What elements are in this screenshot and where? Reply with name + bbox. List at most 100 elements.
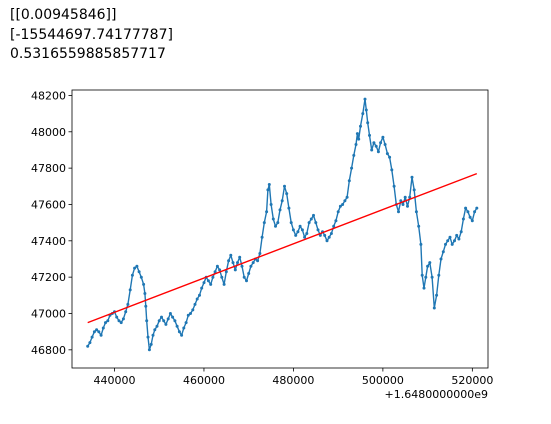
price-data-point (376, 150, 380, 154)
price-data-point (126, 302, 130, 306)
price-data-point (90, 335, 94, 339)
price-data-point (439, 257, 443, 261)
price-data-point (121, 317, 125, 321)
price-data-point (403, 195, 407, 199)
price-data-point (195, 297, 199, 301)
price-data-point (200, 286, 204, 290)
price-data-point (383, 143, 387, 146)
price-data-point (307, 221, 311, 225)
price-data-point (157, 319, 161, 323)
score-line: 0.5316559885857717 (10, 46, 166, 62)
y-tick-label: 48000 (31, 126, 66, 139)
price-data-point (155, 324, 159, 328)
y-tick-label: 48200 (31, 89, 66, 102)
x-offset-label: +1.6480000000e9 (385, 388, 488, 401)
price-data-point (312, 213, 315, 217)
price-data-point (401, 203, 405, 206)
coefficient-line: [[0.00945846]] (10, 7, 117, 23)
price-data-point (334, 219, 338, 223)
price-data-point (352, 153, 356, 157)
price-data-point (385, 152, 389, 156)
y-tick-label: 47400 (31, 235, 66, 248)
price-data-point (247, 272, 251, 275)
price-series-line (87, 98, 478, 351)
price-data-point (424, 275, 428, 279)
price-data-point (475, 206, 479, 210)
price-data-point (381, 135, 385, 139)
price-data-point (135, 264, 139, 268)
price-data-point (446, 239, 450, 243)
price-data-point (316, 228, 320, 232)
price-data-point (366, 121, 370, 125)
price-data-point (459, 230, 463, 234)
price-data-point (414, 210, 418, 214)
price-data-point (95, 328, 99, 332)
price-data-point (399, 199, 403, 203)
price-data-point (325, 239, 329, 243)
price-data-point (269, 203, 273, 206)
price-data-point (412, 188, 416, 192)
x-tick-label: 480000 (272, 374, 314, 387)
price-data-point (444, 242, 447, 246)
price-data-point (426, 264, 430, 268)
x-tick-label: 500000 (362, 374, 404, 387)
price-data-point (227, 259, 231, 263)
price-data-point (117, 319, 121, 323)
price-data-point (318, 233, 322, 237)
price-data-point (289, 221, 293, 225)
price-data-point (220, 275, 224, 279)
price-data-point (296, 230, 300, 234)
price-data-point (420, 273, 424, 277)
price-data-point (422, 286, 426, 290)
price-data-point (368, 133, 371, 137)
price-data-point (133, 266, 137, 270)
price-data-point (388, 155, 392, 159)
price-data-point (374, 144, 378, 148)
price-data-point (453, 239, 456, 243)
price-data-point (473, 210, 477, 214)
price-data-point (341, 203, 345, 206)
price-data-point (271, 217, 275, 221)
price-data-point (191, 308, 195, 312)
price-data-point (249, 264, 253, 268)
price-data-point (457, 237, 461, 241)
price-data-point (392, 184, 396, 188)
price-data-point (124, 310, 128, 314)
price-data-point (361, 112, 365, 116)
price-data-point (245, 279, 248, 283)
price-data-point (430, 275, 434, 279)
price-data-point (363, 97, 367, 101)
price-data-point (222, 282, 226, 286)
price-data-point (305, 232, 309, 235)
price-data-point (336, 210, 340, 214)
price-data-point (274, 224, 277, 228)
price-data-point (294, 233, 298, 237)
price-data-point (291, 228, 295, 232)
x-tick-label: 440000 (93, 374, 135, 387)
price-data-point (354, 143, 358, 146)
price-data-point (357, 137, 361, 141)
price-data-point (211, 275, 215, 279)
price-data-point (198, 293, 201, 297)
price-data-point (406, 204, 409, 208)
price-data-point (327, 235, 331, 239)
price-data-point (119, 321, 123, 325)
cell-output-text: [[0.00945846]] [-15544697.74177787] 0.53… (10, 6, 173, 65)
y-tick-label: 47600 (31, 198, 66, 211)
price-data-point (99, 333, 103, 337)
price-data-point (104, 321, 107, 325)
price-data-point (147, 348, 151, 352)
price-data-point (441, 250, 445, 254)
price-data-point (278, 208, 282, 212)
price-data-point (229, 253, 233, 257)
price-data-point (397, 210, 400, 214)
price-data-point (347, 179, 351, 183)
price-data-point (168, 312, 172, 315)
price-data-point (283, 184, 286, 188)
price-data-point (202, 281, 206, 285)
plot-frame (71, 89, 489, 369)
price-data-point (298, 224, 302, 228)
price-data-point (242, 275, 246, 279)
price-data-point (175, 324, 179, 328)
x-tick-label: 460000 (183, 374, 225, 387)
